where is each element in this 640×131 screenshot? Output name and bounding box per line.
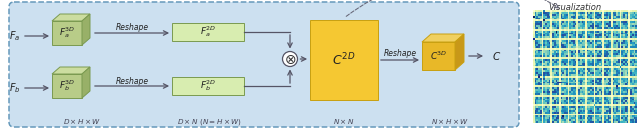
Polygon shape	[82, 67, 90, 98]
Polygon shape	[82, 14, 90, 45]
Polygon shape	[52, 21, 82, 45]
Text: $F_a^{3D}$: $F_a^{3D}$	[59, 26, 75, 40]
Text: Reshape: Reshape	[115, 23, 148, 32]
Text: $F_b^{3D}$: $F_b^{3D}$	[59, 79, 75, 93]
Polygon shape	[52, 67, 90, 74]
Text: $C^{2D}$: $C^{2D}$	[332, 52, 356, 68]
Polygon shape	[52, 74, 82, 98]
Polygon shape	[422, 34, 464, 42]
Polygon shape	[52, 14, 90, 21]
Text: $F_b$: $F_b$	[9, 81, 20, 95]
Text: $C$: $C$	[492, 50, 501, 62]
FancyBboxPatch shape	[310, 20, 378, 100]
Text: $C^{3D}$: $C^{3D}$	[430, 50, 447, 62]
Text: $\otimes$: $\otimes$	[284, 53, 296, 67]
FancyBboxPatch shape	[9, 2, 519, 127]
Text: Visualization: Visualization	[548, 2, 602, 12]
Text: Reshape: Reshape	[115, 77, 148, 86]
Text: $D \times N\ (N = H \times W)$: $D \times N\ (N = H \times W)$	[177, 117, 243, 127]
Circle shape	[282, 51, 298, 67]
FancyBboxPatch shape	[172, 77, 244, 95]
FancyBboxPatch shape	[172, 23, 244, 41]
Text: $N \times H \times W$: $N \times H \times W$	[431, 118, 469, 127]
FancyArrowPatch shape	[346, 0, 559, 16]
Polygon shape	[455, 34, 464, 70]
Polygon shape	[422, 42, 455, 70]
Text: $F_a^{2D}$: $F_a^{2D}$	[200, 24, 216, 39]
Text: $N \times N$: $N \times N$	[333, 118, 355, 127]
Text: $F_b^{2D}$: $F_b^{2D}$	[200, 79, 216, 93]
Text: Reshape: Reshape	[383, 50, 417, 59]
Text: $F_a$: $F_a$	[10, 29, 20, 43]
Text: $D \times H \times W$: $D \times H \times W$	[63, 118, 101, 127]
